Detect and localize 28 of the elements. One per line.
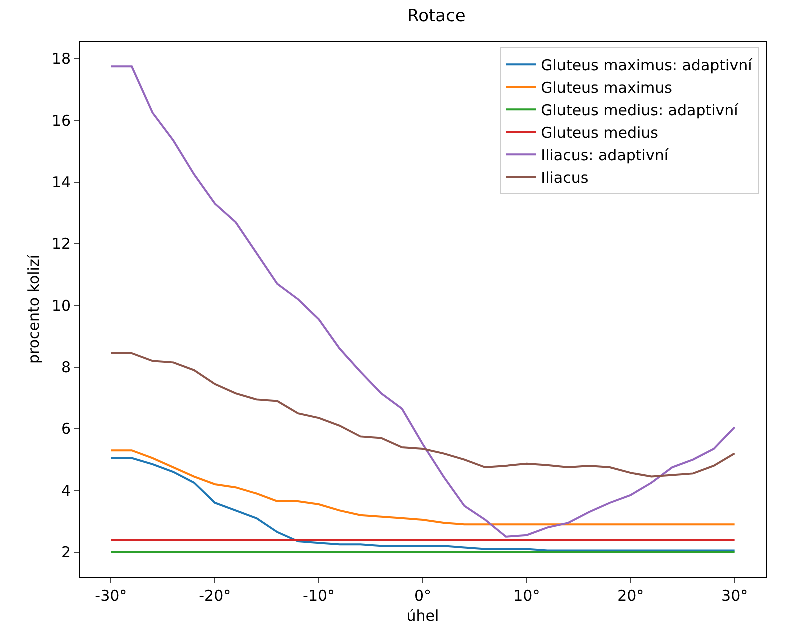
y-tick-label: 10 [52,296,71,315]
line-series [110,450,736,526]
y-tick-label: 18 [52,50,71,68]
x-tick-label: 30° [722,587,748,605]
x-tick-label: 10° [514,587,540,605]
y-tick-label: 12 [52,235,71,254]
legend-label: Iliacus [541,168,589,187]
y-tick-label: 16 [52,112,71,130]
x-tick-label: 20° [618,587,644,605]
legend-label: Gluteus maximus [541,78,673,97]
x-tick-label: -30° [95,587,128,605]
legend-label: Iliacus: adaptivní [541,146,670,164]
chart-title: Rotace [408,6,466,26]
legend-label: Gluteus medius [541,124,659,142]
x-tick-label: -20° [199,587,232,605]
legend-label: Gluteus medius: adaptivní [541,101,740,120]
line-series [110,352,736,478]
y-tick-label: 2 [61,544,71,562]
y-tick-label: 14 [52,174,71,192]
x-tick-label: -10° [303,587,336,605]
y-tick-label: 8 [61,358,71,377]
line-series [110,457,736,552]
y-tick-label: 4 [61,482,71,500]
y-axis-title: procento kolizí [25,254,44,364]
y-tick-label: 6 [61,420,71,438]
x-axis-title: úhel [406,607,440,625]
legend-label: Gluteus maximus: adaptivní [541,56,754,74]
x-tick-label: 0° [414,587,432,605]
